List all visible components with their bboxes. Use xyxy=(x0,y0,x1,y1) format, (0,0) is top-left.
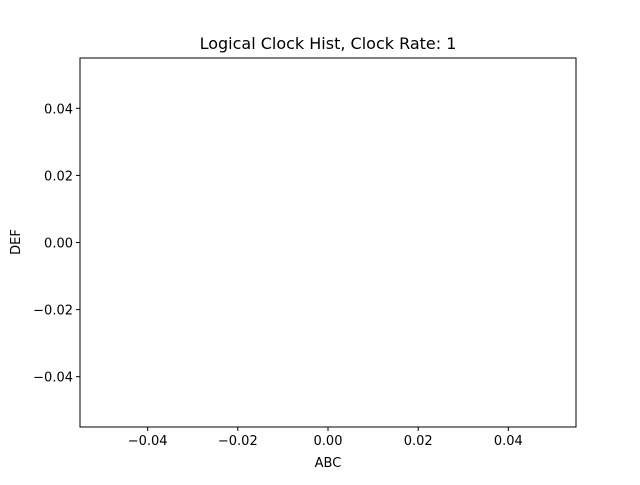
y-tick-label: 0.00 xyxy=(44,237,73,252)
x-tick-label: −0.02 xyxy=(218,434,258,449)
plot-area-frame xyxy=(79,57,577,428)
x-tick-label: 0.04 xyxy=(494,434,523,449)
x-tick-label: −0.04 xyxy=(128,434,168,449)
x-tick-label: 0.02 xyxy=(404,434,433,449)
y-tick-label: 0.04 xyxy=(44,102,73,117)
y-tick-label: −0.04 xyxy=(33,371,73,386)
y-tick-label: 0.02 xyxy=(44,169,73,184)
x-tick-label: 0.00 xyxy=(314,434,343,449)
y-tick-label: −0.02 xyxy=(33,304,73,319)
x-axis-label: ABC xyxy=(315,456,342,471)
axis-ticks: −0.04 −0.02 0.00 0.02 0.04 0.04 0.02 0.00 −0.02 −… xyxy=(33,102,523,449)
y-axis-label: DEF xyxy=(9,229,24,255)
chart-title: Logical Clock Hist, Clock Rate: 1 xyxy=(200,34,457,53)
